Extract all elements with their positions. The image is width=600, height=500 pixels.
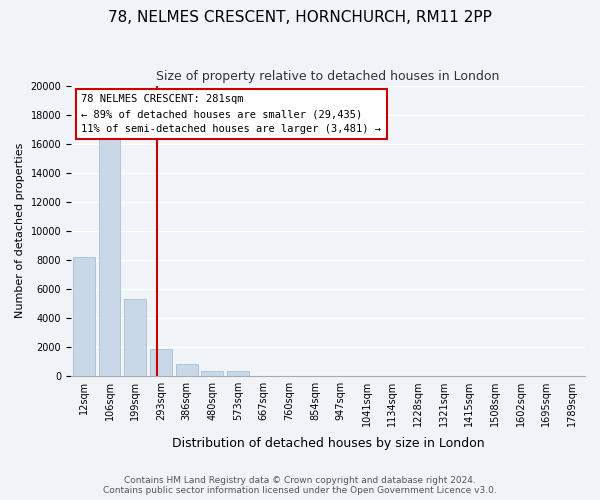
Text: 78, NELMES CRESCENT, HORNCHURCH, RM11 2PP: 78, NELMES CRESCENT, HORNCHURCH, RM11 2P… bbox=[108, 10, 492, 25]
Bar bbox=[176, 364, 197, 376]
Bar bbox=[150, 350, 172, 376]
Bar bbox=[73, 256, 95, 376]
Bar bbox=[124, 298, 146, 376]
Title: Size of property relative to detached houses in London: Size of property relative to detached ho… bbox=[157, 70, 500, 83]
Text: Contains HM Land Registry data © Crown copyright and database right 2024.
Contai: Contains HM Land Registry data © Crown c… bbox=[103, 476, 497, 495]
Y-axis label: Number of detached properties: Number of detached properties bbox=[15, 143, 25, 318]
Bar bbox=[202, 371, 223, 376]
Text: 78 NELMES CRESCENT: 281sqm
← 89% of detached houses are smaller (29,435)
11% of : 78 NELMES CRESCENT: 281sqm ← 89% of deta… bbox=[82, 94, 382, 134]
Bar bbox=[98, 136, 121, 376]
Bar bbox=[227, 371, 249, 376]
X-axis label: Distribution of detached houses by size in London: Distribution of detached houses by size … bbox=[172, 437, 484, 450]
